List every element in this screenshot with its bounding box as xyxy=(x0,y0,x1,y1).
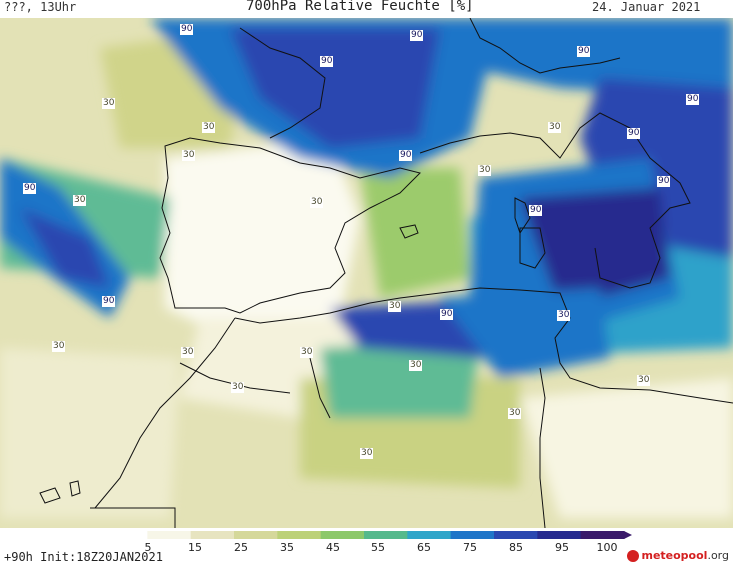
contour-label: 90 xyxy=(627,128,641,139)
color-scale-cell xyxy=(234,531,278,539)
contour-label: 30 xyxy=(102,98,116,109)
contour-label: 90 xyxy=(399,150,413,161)
color-scale-cell xyxy=(450,531,495,539)
contour-label: 30 xyxy=(181,347,195,358)
color-scale-tick: 75 xyxy=(463,541,477,554)
humidity-map: 90 90 90 90 90 90 90 90 90 90 90 90 30 3… xyxy=(0,18,733,528)
logo-icon xyxy=(627,550,640,562)
contour-label: 30 xyxy=(310,197,324,208)
color-scale-tick: 65 xyxy=(417,541,431,554)
contour-label: 30 xyxy=(388,301,402,312)
color-scale-cell xyxy=(277,531,322,539)
color-scale-cell xyxy=(494,531,538,539)
color-scale-tick: 95 xyxy=(555,541,569,554)
contour-label: 30 xyxy=(508,408,522,419)
color-scale-cell xyxy=(320,531,365,539)
contour-label: 90 xyxy=(686,94,700,105)
contour-label: 30 xyxy=(300,347,314,358)
contour-label: 30 xyxy=(52,341,66,352)
map-title: 700hPa Relative Feuchte [%] xyxy=(246,0,474,14)
contour-label: 30 xyxy=(637,375,651,386)
color-scale-cell xyxy=(104,531,148,539)
contour-label: 30 xyxy=(557,310,571,321)
contour-label: 90 xyxy=(577,46,591,57)
color-scale-tick: 55 xyxy=(371,541,385,554)
contour-label: 30 xyxy=(182,150,196,161)
contour-label: 90 xyxy=(440,309,454,320)
contour-label: 90 xyxy=(180,24,194,35)
humidity-field xyxy=(0,18,733,528)
contour-label: 90 xyxy=(529,205,543,216)
color-scale-tick: 45 xyxy=(326,541,340,554)
color-scale-arrow xyxy=(624,531,632,539)
logo-text: meteopool xyxy=(641,549,708,562)
color-scale-cell xyxy=(190,531,235,539)
color-scale-tick: 15 xyxy=(188,541,202,554)
contour-label: 90 xyxy=(102,296,116,307)
coastlines xyxy=(39,18,733,528)
contour-label: 30 xyxy=(360,448,374,459)
date-label: 24. Januar 2021 xyxy=(592,0,701,14)
contour-label: 90 xyxy=(320,56,334,67)
color-scale-tick: 25 xyxy=(234,541,248,554)
color-scale-cell xyxy=(147,531,192,539)
contour-label: 30 xyxy=(409,360,423,371)
contour-label: 90 xyxy=(23,183,37,194)
color-scale-bar xyxy=(104,531,632,539)
contour-label: 90 xyxy=(657,176,671,187)
color-scale-cell xyxy=(580,531,625,539)
color-scale-cell xyxy=(364,531,408,539)
color-scale-cell xyxy=(407,531,452,539)
color-scale-tick: 5 xyxy=(144,541,152,554)
contour-label: 90 xyxy=(410,30,424,41)
color-scale-tick: 35 xyxy=(280,541,294,554)
contour-label: 30 xyxy=(478,165,492,176)
color-scale-cell xyxy=(537,531,582,539)
color-scale-tick: 100 xyxy=(596,541,618,554)
logo-suffix: .org xyxy=(707,549,729,562)
contour-label: 30 xyxy=(202,122,216,133)
contour-label: 30 xyxy=(548,122,562,133)
color-scale-tick: 85 xyxy=(509,541,523,554)
valid-time-label: ???, 13Uhr xyxy=(4,0,77,14)
color-scale: 5 15 25 35 45 55 65 75 85 95 100 +90h Init:18Z20JA… xyxy=(0,528,733,566)
forecast-init-label: +90h Init:18Z20JAN2021 xyxy=(4,550,163,564)
meteopool-logo: meteopool.org xyxy=(627,549,729,562)
contour-label: 30 xyxy=(231,382,245,393)
header-bar: ???, 13Uhr 700hPa Relative Feuchte [%] 2… xyxy=(0,0,733,18)
contour-label: 30 xyxy=(73,195,87,206)
